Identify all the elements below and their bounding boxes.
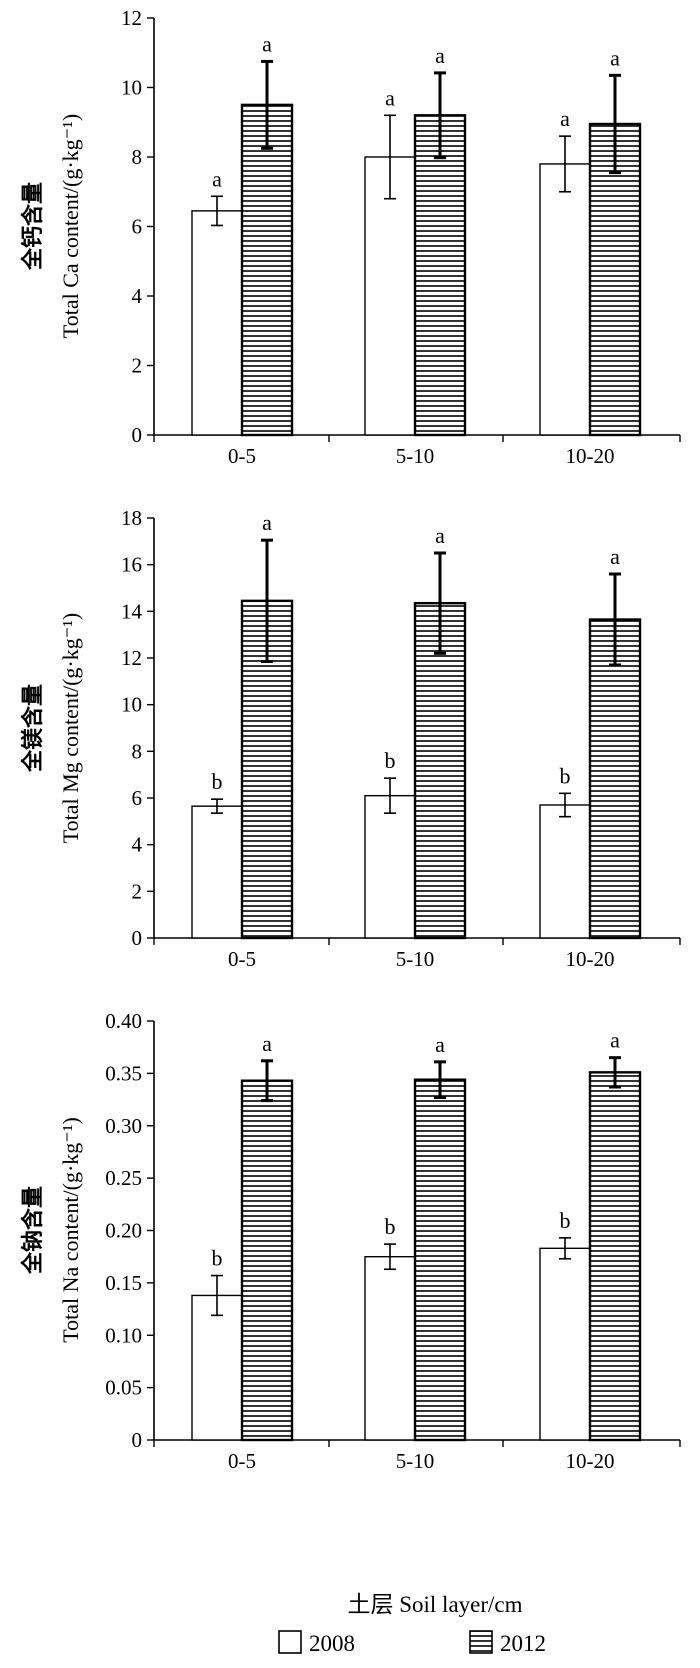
significance-letter: a — [610, 544, 620, 569]
bar-2008-0-5 — [191, 210, 243, 436]
significance-letter: a — [560, 106, 570, 131]
bar-2012-10-20 — [588, 1071, 642, 1442]
legend-swatch-2012 — [469, 1630, 493, 1654]
panel-1: 0 2 4 6 8 10 12 0-5 5-10 10-20 a a a a a a 全钙含量 Total Ca … — [20, 6, 681, 468]
significance-letter: a — [212, 166, 222, 191]
bar-2012-0-5 — [240, 103, 294, 437]
legend-label-2008: 2008 — [309, 1631, 355, 1656]
x-tick-label: 0-5 — [228, 947, 256, 971]
bar-2012-5-10 — [413, 114, 467, 437]
y-tick-label: 0.25 — [105, 1166, 142, 1190]
x-tick-label: 10-20 — [566, 1449, 615, 1473]
y-tick-label: 0 — [132, 1428, 143, 1452]
significance-letter: a — [610, 1028, 620, 1053]
y-tick-label: 6 — [132, 786, 143, 810]
x-tick-label: 5-10 — [396, 947, 435, 971]
y-tick-label: 8 — [132, 145, 143, 169]
bar-2008-5-10 — [364, 1255, 416, 1441]
y-tick-label: 2 — [132, 879, 143, 903]
y-tick-label: 4 — [132, 833, 143, 857]
bar-2012-5-10 — [413, 601, 467, 940]
x-axis-label: 土层 Soil layer/cm — [347, 1592, 522, 1617]
y-axis-title-cn: 全镁含量 — [20, 684, 46, 773]
x-tick-label: 0-5 — [228, 1449, 256, 1473]
y-tick-label: 10 — [121, 76, 142, 100]
significance-letter: b — [385, 748, 396, 773]
y-tick-label: 14 — [121, 599, 143, 623]
y-tick-label: 10 — [121, 693, 142, 717]
x-tick-label: 10-20 — [566, 444, 615, 468]
significance-letter: a — [262, 1031, 272, 1056]
panel-2: 0 2 4 6 8 10 12 14 16 18 0-5 5-10 10-20 b b b a a a 全镁含量 Tot… — [20, 506, 681, 971]
y-axis-title-cn: 全钠含量 — [20, 1186, 46, 1275]
significance-letter: b — [560, 763, 571, 788]
bar-2012-10-20 — [588, 122, 642, 437]
bar-2008-0-5 — [191, 1294, 243, 1441]
legend-label-2012: 2012 — [500, 1631, 546, 1656]
significance-letter: b — [212, 1246, 223, 1271]
significance-letter: b — [385, 1214, 396, 1239]
y-tick-label: 2 — [132, 354, 143, 378]
y-tick-label: 12 — [121, 6, 142, 30]
legend: 2008 2012 — [278, 1630, 546, 1656]
y-tick-label: 8 — [132, 739, 143, 763]
y-tick-label: 18 — [121, 506, 142, 530]
y-tick-label: 0.30 — [105, 1114, 142, 1138]
y-axis-title-en: Total Mg content/(g·kg⁻¹) — [58, 613, 83, 844]
panel-3: 0 0.05 0.10 0.15 0.20 0.25 0.30 0.35 0.40 0-5 5-10… — [20, 1009, 681, 1473]
bar-2012-10-20 — [588, 618, 642, 940]
x-tick-label: 0-5 — [228, 444, 256, 468]
significance-letter: a — [610, 45, 620, 70]
significance-letter: a — [262, 31, 272, 56]
x-tick-label: 10-20 — [566, 947, 615, 971]
y-tick-label: 0.10 — [105, 1323, 142, 1347]
bar-2012-0-5 — [240, 1079, 294, 1442]
legend-swatch-2008 — [278, 1630, 302, 1654]
bar-2012-5-10 — [413, 1078, 467, 1442]
significance-letter: b — [560, 1208, 571, 1233]
y-axis-title-en: Total Na content/(g·kg⁻¹) — [58, 1117, 83, 1343]
significance-letter: a — [435, 1032, 445, 1057]
y-axis-title-en: Total Ca content/(g·kg⁻¹) — [58, 114, 83, 338]
bar-2008-10-20 — [539, 1247, 591, 1441]
bar-2008-10-20 — [539, 163, 591, 436]
bar-2008-10-20 — [539, 804, 591, 939]
y-axis-title-cn: 全钙含量 — [20, 182, 46, 271]
significance-letter: a — [435, 523, 445, 548]
x-tick-label: 5-10 — [396, 444, 435, 468]
y-tick-label: 12 — [121, 646, 142, 670]
y-tick-label: 0.20 — [105, 1219, 142, 1243]
y-tick-label: 0 — [132, 423, 143, 447]
y-tick-label: 6 — [132, 215, 143, 239]
significance-letter: a — [385, 85, 395, 110]
y-tick-label: 0 — [132, 926, 143, 950]
y-tick-label: 0.40 — [105, 1009, 142, 1033]
significance-letter: a — [435, 43, 445, 68]
y-tick-label: 16 — [121, 553, 142, 577]
y-tick-label: 0.05 — [105, 1376, 142, 1400]
bar-2008-5-10 — [364, 794, 416, 939]
y-tick-label: 4 — [132, 284, 143, 308]
significance-letter: b — [212, 769, 223, 794]
significance-letter: a — [262, 510, 272, 535]
y-tick-label: 0.35 — [105, 1061, 142, 1085]
x-tick-label: 5-10 — [396, 1449, 435, 1473]
y-tick-label: 0.15 — [105, 1271, 142, 1295]
bar-2008-0-5 — [191, 805, 243, 939]
bar-2008-5-10 — [364, 156, 416, 436]
